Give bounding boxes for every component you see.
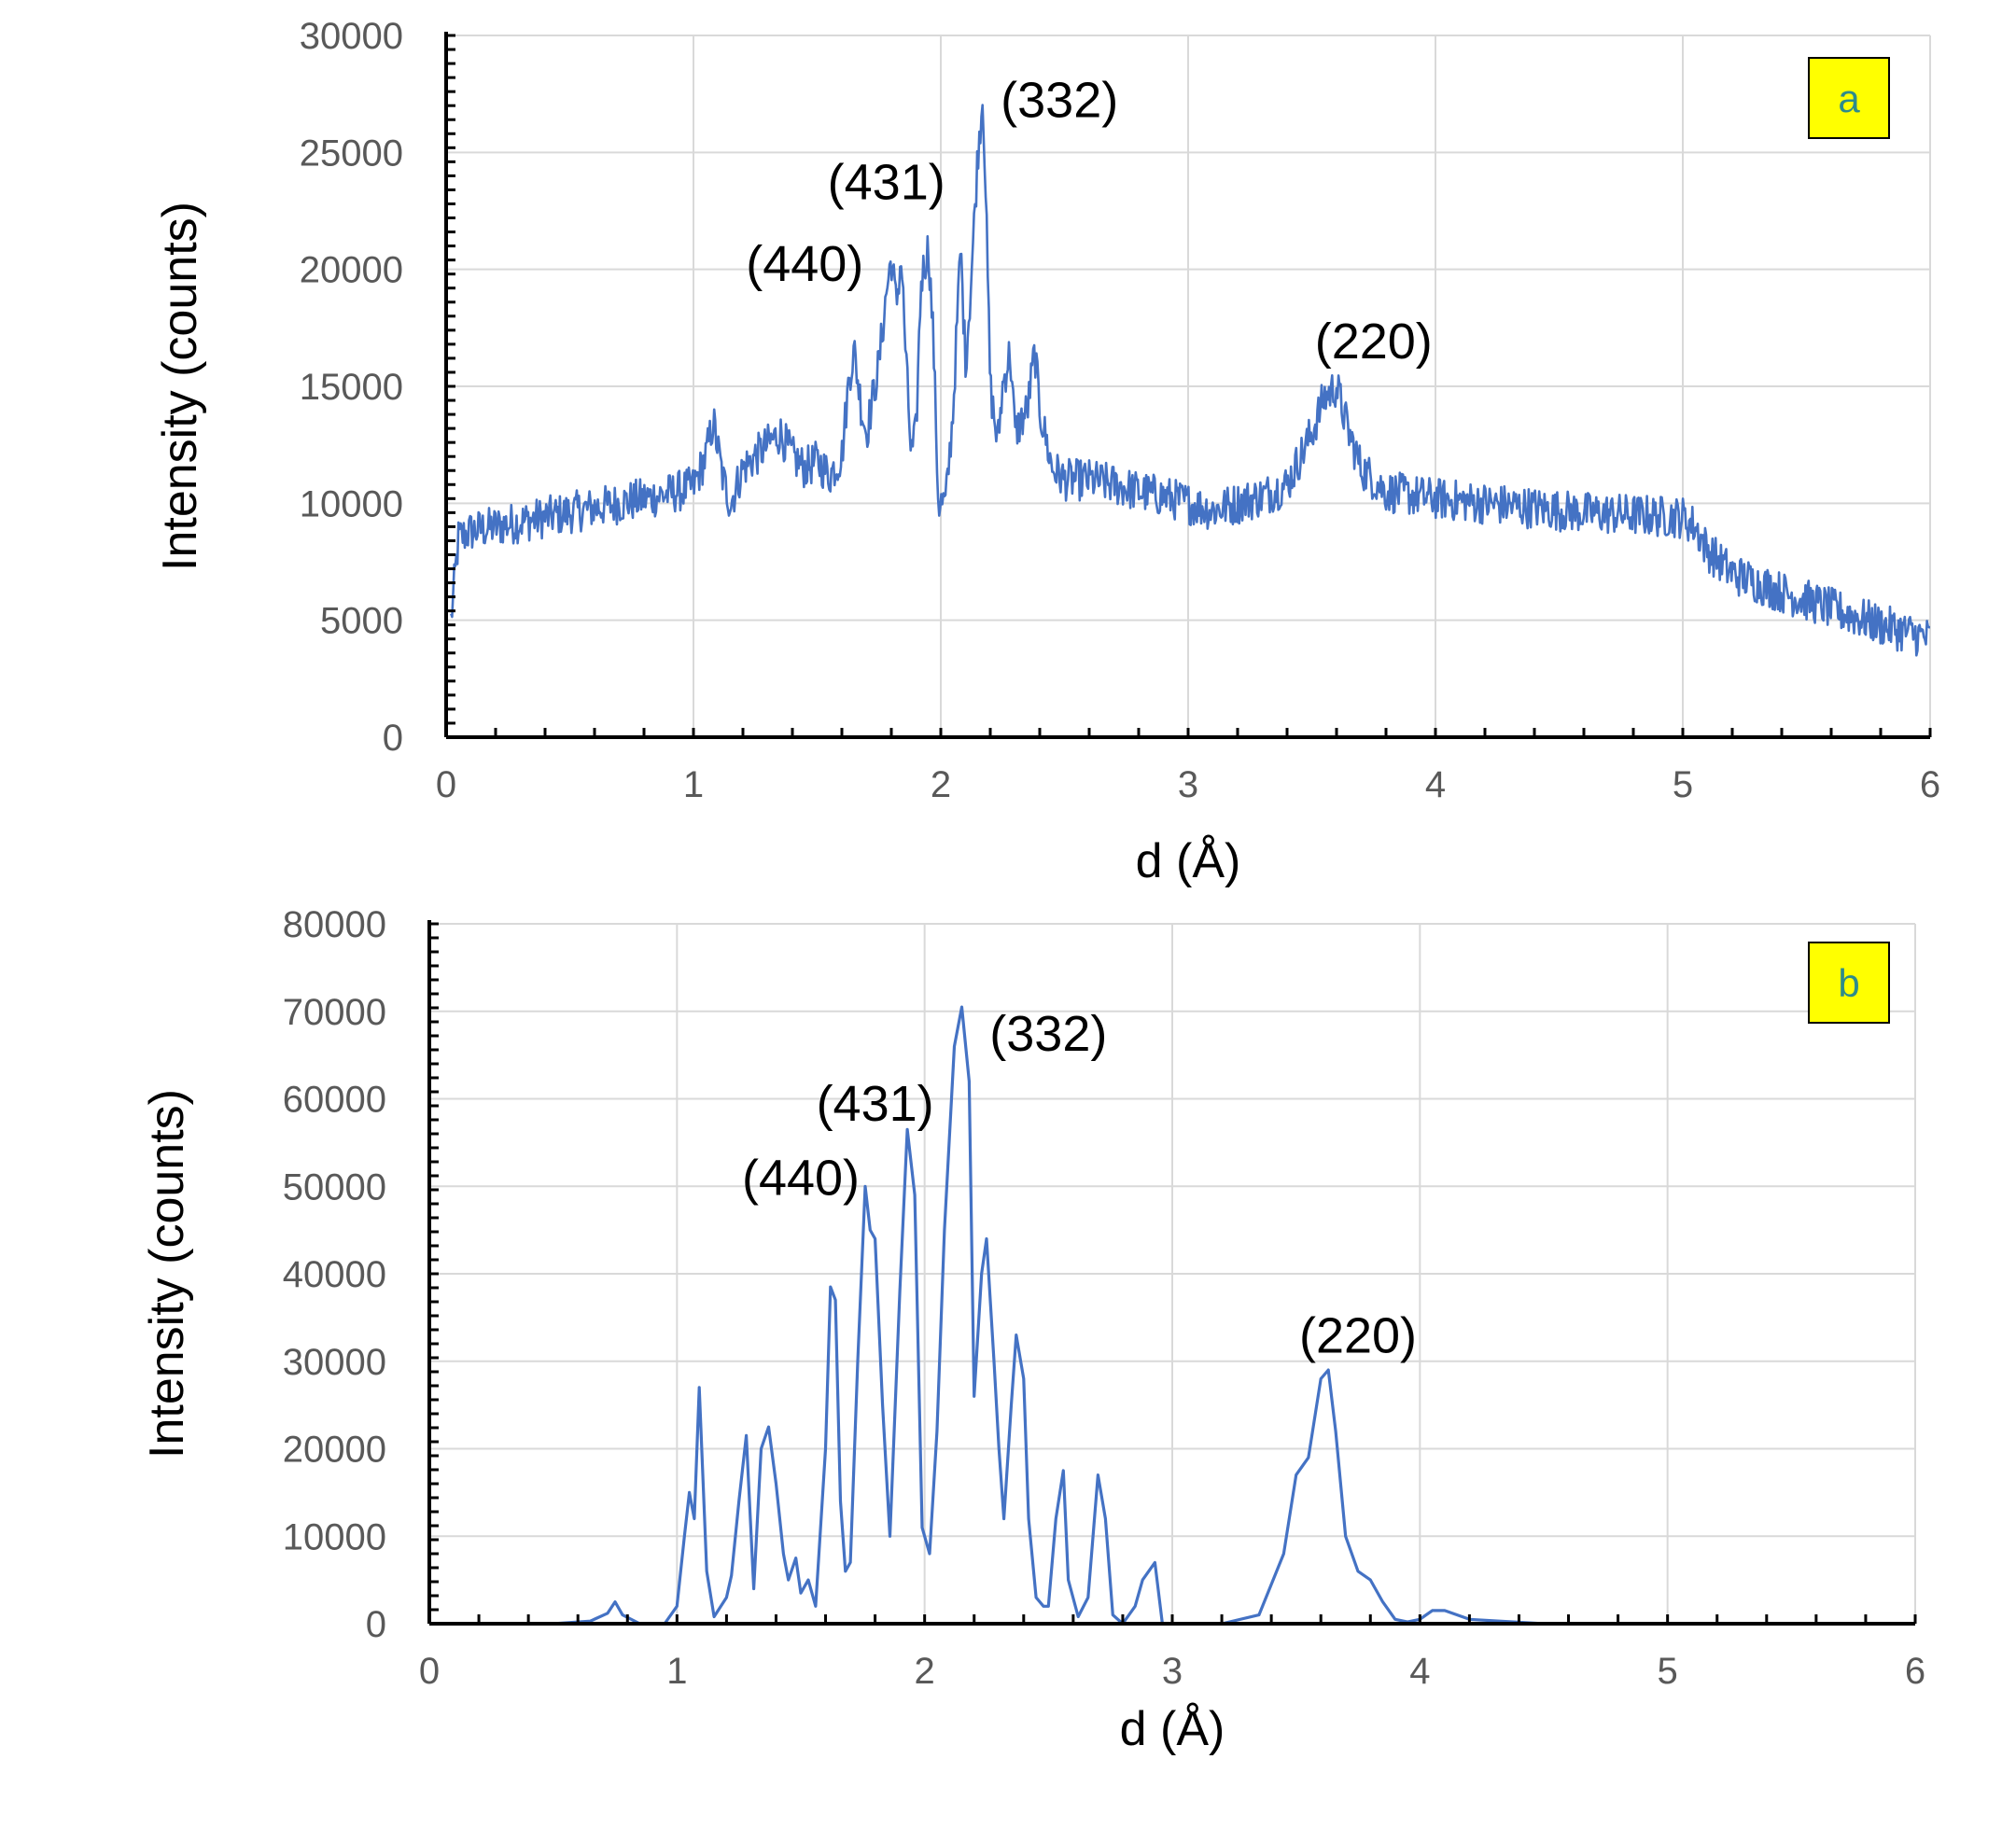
- y-axis-label-a: Intensity (counts): [153, 202, 207, 571]
- x-tick-label: 0: [419, 1651, 440, 1692]
- peak-label: (431): [817, 1076, 934, 1132]
- series-b: [441, 1005, 1915, 1626]
- x-tick-label: 2: [915, 1651, 935, 1692]
- y-tick-label: 0: [383, 718, 403, 759]
- peak-annotations-b: (440) (431) (332) (220): [742, 1006, 1417, 1363]
- x-tick-label: 5: [1673, 764, 1693, 805]
- y-tick-label: 30000: [283, 1342, 386, 1383]
- y-tick-label: 10000: [283, 1516, 386, 1557]
- y-tick-label: 10000: [300, 483, 403, 524]
- y-tick-label: 30000: [300, 16, 403, 57]
- y-axis-label-b: Intensity (counts): [140, 1089, 194, 1459]
- x-tick-label: 4: [1409, 1651, 1430, 1692]
- x-axis-label-b: d (Å): [1120, 1702, 1225, 1756]
- y-tick-label: 60000: [283, 1080, 386, 1121]
- y-tick-label: 20000: [300, 250, 403, 291]
- peak-label: (220): [1315, 314, 1433, 370]
- chart-panel-a: 0 1 2 3 4 5 6 0 5000 10000 15000 20000 25000 30000 d …: [153, 16, 1940, 888]
- peak-label: (440): [742, 1151, 860, 1207]
- panel-badge-label-a: a: [1838, 77, 1860, 120]
- tick-labels-a: 0 1 2 3 4 5 6 0 5000 10000 15000 20000 25000 30000: [300, 16, 1940, 805]
- y-tick-label: 80000: [283, 904, 386, 945]
- y-tick-label: 25000: [300, 133, 403, 174]
- peak-label: (440): [746, 236, 863, 292]
- peak-annotations-a: (440) (431) (332) (220): [746, 73, 1433, 370]
- grid-b: [429, 923, 1916, 1624]
- chart-panel-b: 0 1 2 3 4 5 6 0 10000 20000 30000 40000 50000 60000 70…: [140, 904, 1925, 1756]
- x-tick-label: 3: [1162, 1651, 1183, 1692]
- axes-a: [444, 32, 1932, 739]
- panel-badge-a: a: [1808, 57, 1890, 139]
- x-tick-label: 6: [1920, 764, 1940, 805]
- tick-labels-b: 0 1 2 3 4 5 6 0 10000 20000 30000 40000 50000 60000 70…: [283, 904, 1925, 1692]
- y-tick-label: 5000: [320, 601, 403, 642]
- series-a: [450, 104, 1931, 657]
- peak-label: (220): [1299, 1307, 1417, 1363]
- x-tick-label: 1: [666, 1651, 687, 1692]
- x-tick-label: 3: [1178, 764, 1198, 805]
- panel-badge-box-a: [1808, 57, 1890, 139]
- y-tick-label: 0: [366, 1604, 386, 1645]
- y-tick-label: 40000: [283, 1254, 386, 1295]
- x-axis-label-a: d (Å): [1136, 834, 1241, 888]
- panel-badge-box-b: [1808, 942, 1890, 1024]
- y-tick-label: 70000: [283, 992, 386, 1033]
- x-tick-label: 6: [1905, 1651, 1925, 1692]
- peak-label: (431): [828, 154, 945, 210]
- peak-label: (332): [1001, 73, 1118, 129]
- peak-label: (332): [989, 1006, 1107, 1062]
- y-tick-label: 15000: [300, 367, 403, 408]
- x-tick-label: 4: [1425, 764, 1446, 805]
- panel-badge-b: b: [1808, 942, 1890, 1024]
- x-tick-label: 5: [1658, 1651, 1678, 1692]
- grid-a: [446, 35, 1931, 737]
- panel-badge-label-b: b: [1838, 961, 1859, 1005]
- x-tick-label: 0: [436, 764, 456, 805]
- series-line-a: [450, 104, 1931, 657]
- series-line-b: [441, 1005, 1915, 1626]
- x-tick-label: 2: [931, 764, 951, 805]
- y-tick-label: 20000: [283, 1430, 386, 1471]
- y-tick-label: 50000: [283, 1166, 386, 1208]
- x-tick-label: 1: [683, 764, 704, 805]
- axes-b: [427, 920, 1917, 1626]
